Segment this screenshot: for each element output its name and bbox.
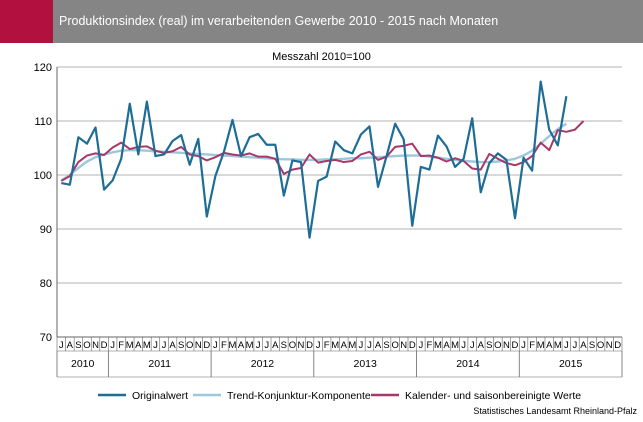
x-tick-label-month: D [203, 340, 210, 351]
x-tick-label-month: S [178, 340, 184, 351]
x-tick-label-year: 2012 [251, 358, 275, 370]
x-tick-label-month: A [341, 340, 348, 351]
x-tick-label-month: J [264, 340, 269, 351]
x-tick-label-month: F [426, 340, 432, 351]
x-tick-label-month: S [281, 340, 287, 351]
x-tick-label-month: M [554, 340, 562, 351]
x-tick-label-month: M [434, 340, 442, 351]
x-tick-label-month: A [67, 340, 74, 351]
x-tick-label-month: D [512, 340, 519, 351]
x-tick-label-month: A [375, 340, 382, 351]
x-tick-label-month: O [494, 340, 501, 351]
y-tick-label: 70 [40, 332, 52, 344]
x-tick-label-month: J [256, 340, 261, 351]
x-tick-label-month: F [529, 340, 535, 351]
x-tick-label-month: J [153, 340, 158, 351]
y-tick-label: 90 [40, 224, 52, 236]
x-tick-label-month: A [169, 340, 176, 351]
x-tick-label-month: J [367, 340, 372, 351]
x-tick-label-month: O [83, 340, 90, 351]
x-tick-label-month: A [238, 340, 245, 351]
x-tick-label-month: A [272, 340, 279, 351]
x-tick-label-month: D [614, 340, 621, 351]
x-tick-label-month: J [59, 340, 64, 351]
x-tick-label-month: J [521, 340, 526, 351]
x-tick-label-month: M [537, 340, 545, 351]
x-tick-label-year: 2010 [71, 358, 95, 370]
x-tick-label-month: A [478, 340, 485, 351]
x-tick-label-year: 2014 [456, 358, 480, 370]
x-tick-label-month: M [126, 340, 134, 351]
x-tick-label-month: A [580, 340, 587, 351]
y-tick-label: 110 [34, 116, 52, 128]
x-tick-label-month: S [486, 340, 492, 351]
x-tick-label-month: S [589, 340, 595, 351]
x-tick-label-month: J [564, 340, 569, 351]
legend-label: Originalwert [132, 390, 188, 402]
y-tick-label: 120 [34, 62, 52, 74]
plot-area [57, 67, 622, 337]
x-tick-label-year: 2013 [354, 358, 378, 370]
x-tick-label-month: O [391, 340, 398, 351]
x-tick-label-month: J [359, 340, 364, 351]
x-tick-label-month: O [597, 340, 604, 351]
x-tick-label-month: J [316, 340, 321, 351]
x-tick-label-month: A [546, 340, 553, 351]
x-tick-label-month: N [503, 340, 510, 351]
x-tick-label-month: N [606, 340, 613, 351]
x-tick-label-month: M [246, 340, 254, 351]
header-bar [0, 0, 643, 43]
x-tick-label-month: J [418, 340, 423, 351]
series-line-3 [60, 120, 585, 182]
x-tick-label-month: F [118, 340, 124, 351]
x-tick-label-month: M [229, 340, 237, 351]
x-tick-label-month: O [289, 340, 296, 351]
x-tick-label-month: N [400, 340, 407, 351]
x-tick-label-month: N [298, 340, 305, 351]
x-tick-label-month: A [443, 340, 450, 351]
x-tick-label-month: J [470, 340, 475, 351]
x-tick-label-month: S [383, 340, 389, 351]
x-tick-label-month: N [195, 340, 202, 351]
x-tick-label-month: D [409, 340, 416, 351]
y-tick-label: 100 [34, 170, 52, 182]
x-tick-label-month: F [324, 340, 330, 351]
chart-subtitle: Messzahl 2010=100 [272, 51, 371, 63]
x-tick-label-month: A [135, 340, 142, 351]
x-tick-label-month: N [92, 340, 99, 351]
x-tick-label-month: M [143, 340, 151, 351]
x-tick-label-month: M [348, 340, 356, 351]
x-tick-label-month: J [162, 340, 167, 351]
source-note: Statistisches Landesamt Rheinland-Pfalz [473, 406, 637, 416]
x-tick-label-month: F [221, 340, 227, 351]
x-tick-label-month: J [573, 340, 578, 351]
legend-label: Kalender- und saisonbereinigte Werte [405, 390, 581, 402]
x-tick-label-year: 2011 [148, 358, 171, 370]
x-tick-label-month: D [306, 340, 313, 351]
chart-title: Produktionsindex (real) im verarbeitende… [59, 14, 499, 28]
x-tick-label-month: S [75, 340, 81, 351]
series-line-1 [61, 80, 568, 239]
x-tick-label-month: M [331, 340, 339, 351]
x-tick-label-month: D [101, 340, 108, 351]
x-tick-label-month: M [451, 340, 459, 351]
x-tick-label-year: 2015 [559, 358, 583, 370]
x-tick-label-month: J [213, 340, 218, 351]
x-tick-label-month: J [461, 340, 466, 351]
y-tick-label: 80 [40, 278, 52, 290]
legend-label: Trend-Konjunktur-Komponente [227, 390, 371, 402]
x-tick-label-month: O [186, 340, 193, 351]
x-tick-label-month: J [110, 340, 115, 351]
header-accent-block [0, 0, 53, 43]
